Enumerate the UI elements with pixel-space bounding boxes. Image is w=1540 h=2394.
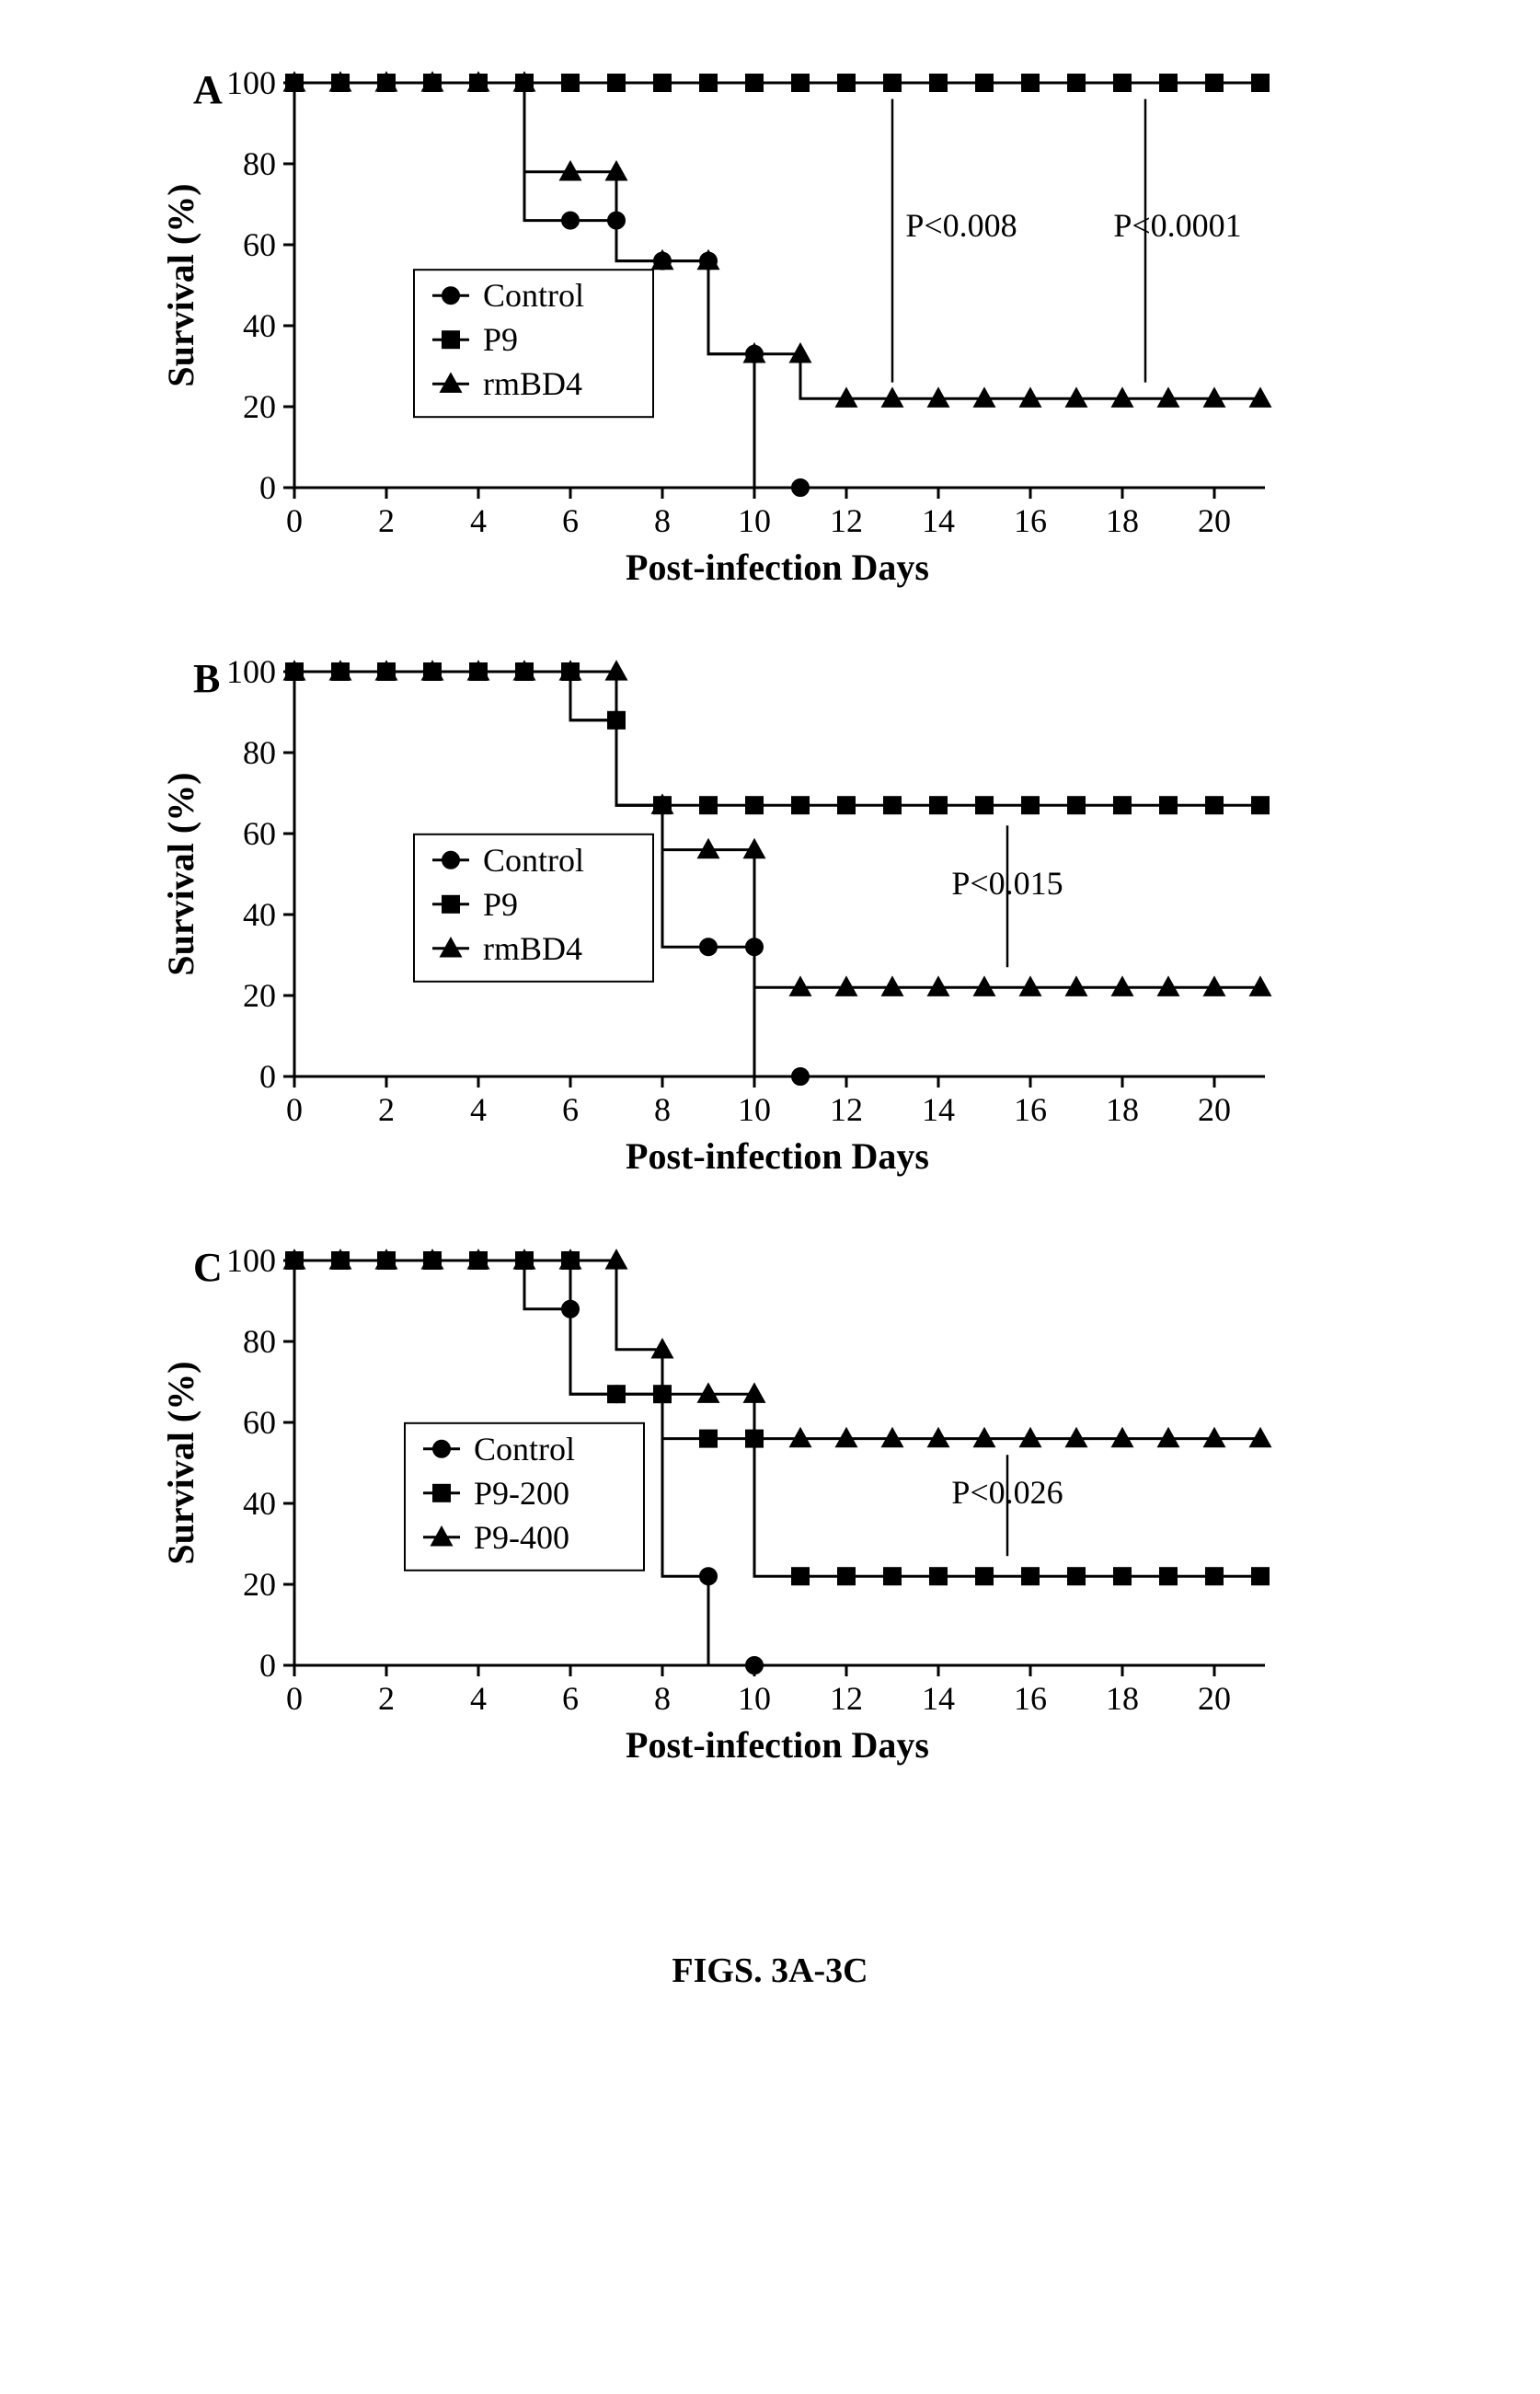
svg-text:0: 0 bbox=[286, 1091, 303, 1128]
svg-text:12: 12 bbox=[830, 1091, 863, 1128]
svg-text:40: 40 bbox=[243, 307, 276, 344]
svg-text:6: 6 bbox=[562, 1680, 579, 1717]
svg-text:20: 20 bbox=[1198, 1680, 1231, 1717]
svg-text:14: 14 bbox=[922, 1091, 955, 1128]
svg-text:0: 0 bbox=[286, 1680, 303, 1717]
svg-text:P9-200: P9-200 bbox=[474, 1475, 569, 1512]
svg-text:B: B bbox=[193, 656, 220, 701]
svg-text:80: 80 bbox=[243, 734, 276, 771]
svg-text:80: 80 bbox=[243, 1323, 276, 1360]
svg-text:Post-infection Days: Post-infection Days bbox=[626, 1135, 929, 1177]
svg-text:80: 80 bbox=[243, 145, 276, 182]
svg-text:P<0.026: P<0.026 bbox=[951, 1474, 1063, 1511]
svg-text:P<0.0001: P<0.0001 bbox=[1113, 207, 1241, 244]
svg-text:100: 100 bbox=[226, 64, 276, 101]
svg-text:18: 18 bbox=[1106, 502, 1139, 539]
svg-text:20: 20 bbox=[1198, 502, 1231, 539]
svg-text:100: 100 bbox=[226, 1242, 276, 1279]
survival-chart-b: 0 20 40 60 80 100 0 2 4 6 8 10 12 14 16 18 20 Survival (%… bbox=[138, 644, 1297, 1196]
svg-text:P9: P9 bbox=[483, 321, 518, 358]
svg-text:20: 20 bbox=[243, 977, 276, 1014]
svg-text:0: 0 bbox=[259, 469, 276, 506]
svg-text:60: 60 bbox=[243, 815, 276, 852]
svg-text:Survival (%): Survival (%) bbox=[160, 1361, 201, 1564]
svg-text:P9-400: P9-400 bbox=[474, 1519, 569, 1556]
survival-chart-a: 0 20 40 60 80 100 0 2 4 6 8 10 12 14 16 18 20 Survival (%… bbox=[138, 55, 1297, 607]
svg-text:Survival (%): Survival (%) bbox=[160, 183, 201, 386]
svg-text:Post-infection Days: Post-infection Days bbox=[626, 1724, 929, 1766]
svg-text:6: 6 bbox=[562, 502, 579, 539]
svg-text:8: 8 bbox=[654, 1091, 671, 1128]
svg-text:18: 18 bbox=[1106, 1091, 1139, 1128]
svg-text:2: 2 bbox=[378, 1680, 395, 1717]
svg-text:4: 4 bbox=[470, 1091, 487, 1128]
svg-text:rmBD4: rmBD4 bbox=[483, 365, 582, 402]
figure-caption: FIGS. 3A-3C bbox=[0, 1951, 1540, 1991]
svg-text:A: A bbox=[193, 67, 223, 112]
svg-text:20: 20 bbox=[243, 388, 276, 425]
svg-text:0: 0 bbox=[259, 1647, 276, 1684]
svg-text:6: 6 bbox=[562, 1091, 579, 1128]
svg-text:10: 10 bbox=[738, 1680, 771, 1717]
survival-chart-c: 0 20 40 60 80 100 0 2 4 6 8 10 12 14 16 18 20 Survival (%… bbox=[138, 1233, 1297, 1785]
svg-text:P9: P9 bbox=[483, 886, 518, 923]
svg-text:10: 10 bbox=[738, 502, 771, 539]
svg-text:0: 0 bbox=[259, 1058, 276, 1095]
svg-text:4: 4 bbox=[470, 502, 487, 539]
page: 02040608010002468101214161820Survival (%… bbox=[0, 0, 1540, 2394]
svg-text:P<0.015: P<0.015 bbox=[951, 865, 1063, 902]
svg-text:2: 2 bbox=[378, 1091, 395, 1128]
svg-text:16: 16 bbox=[1014, 502, 1047, 539]
svg-text:rmBD4: rmBD4 bbox=[483, 930, 582, 967]
svg-text:18: 18 bbox=[1106, 1680, 1139, 1717]
svg-text:40: 40 bbox=[243, 1485, 276, 1522]
svg-text:60: 60 bbox=[243, 226, 276, 263]
svg-text:12: 12 bbox=[830, 1680, 863, 1717]
svg-text:16: 16 bbox=[1014, 1680, 1047, 1717]
svg-text:14: 14 bbox=[922, 1680, 955, 1717]
svg-text:100: 100 bbox=[226, 653, 276, 690]
svg-text:8: 8 bbox=[654, 1680, 671, 1717]
svg-text:C: C bbox=[193, 1245, 223, 1290]
svg-text:10: 10 bbox=[738, 1091, 771, 1128]
svg-text:20: 20 bbox=[243, 1566, 276, 1603]
svg-text:60: 60 bbox=[243, 1404, 276, 1441]
svg-text:20: 20 bbox=[1198, 1091, 1231, 1128]
svg-text:P<0.008: P<0.008 bbox=[905, 207, 1017, 244]
svg-text:12: 12 bbox=[830, 502, 863, 539]
svg-text:Control: Control bbox=[483, 842, 584, 879]
svg-text:2: 2 bbox=[378, 502, 395, 539]
svg-text:Control: Control bbox=[483, 277, 584, 314]
svg-text:16: 16 bbox=[1014, 1091, 1047, 1128]
svg-text:40: 40 bbox=[243, 896, 276, 933]
svg-text:8: 8 bbox=[654, 502, 671, 539]
svg-text:Post-infection Days: Post-infection Days bbox=[626, 547, 929, 588]
svg-text:Control: Control bbox=[474, 1431, 575, 1467]
svg-text:Survival (%): Survival (%) bbox=[160, 772, 201, 975]
svg-text:4: 4 bbox=[470, 1680, 487, 1717]
svg-text:14: 14 bbox=[922, 502, 955, 539]
svg-text:0: 0 bbox=[286, 502, 303, 539]
